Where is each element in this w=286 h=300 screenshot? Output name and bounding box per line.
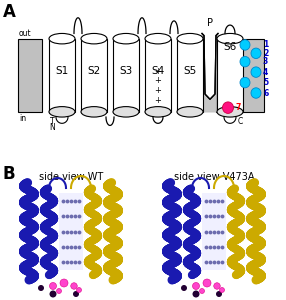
Circle shape	[200, 289, 204, 293]
Circle shape	[73, 291, 79, 297]
Text: 1: 1	[263, 40, 268, 50]
Bar	[217, 39, 243, 112]
Bar	[145, 39, 171, 112]
Circle shape	[192, 290, 200, 298]
Bar	[49, 39, 75, 112]
Ellipse shape	[145, 33, 171, 44]
Circle shape	[240, 77, 250, 88]
Bar	[177, 39, 203, 112]
Ellipse shape	[81, 106, 107, 117]
Ellipse shape	[113, 33, 139, 44]
Ellipse shape	[49, 33, 75, 44]
Text: B: B	[3, 165, 16, 183]
Ellipse shape	[81, 33, 107, 44]
Ellipse shape	[145, 106, 171, 117]
Text: side view V473A: side view V473A	[174, 172, 254, 182]
Circle shape	[71, 283, 77, 289]
Text: side view WT: side view WT	[39, 172, 103, 182]
Circle shape	[251, 88, 261, 98]
Bar	[81, 39, 107, 112]
Ellipse shape	[217, 33, 243, 44]
Text: S3: S3	[119, 66, 133, 76]
Text: N: N	[49, 123, 55, 132]
Bar	[202, 193, 226, 270]
Text: out: out	[19, 28, 32, 38]
Circle shape	[49, 290, 57, 298]
Text: P: P	[207, 18, 213, 28]
Polygon shape	[202, 33, 218, 112]
Text: 5: 5	[263, 78, 268, 87]
Ellipse shape	[49, 106, 75, 117]
Ellipse shape	[177, 33, 203, 44]
Text: 7: 7	[236, 103, 241, 112]
Bar	[18, 39, 42, 112]
Circle shape	[181, 285, 187, 291]
Text: T: T	[50, 117, 55, 126]
Circle shape	[219, 287, 225, 292]
Text: A: A	[3, 3, 16, 21]
Text: S1: S1	[55, 66, 69, 76]
Text: 6: 6	[263, 88, 268, 98]
Bar	[59, 193, 83, 270]
Circle shape	[57, 289, 61, 293]
Circle shape	[49, 283, 57, 290]
Text: S6: S6	[223, 42, 237, 52]
Circle shape	[192, 283, 200, 290]
Text: 3: 3	[263, 57, 268, 66]
Text: S5: S5	[183, 66, 197, 76]
Circle shape	[216, 291, 222, 297]
Circle shape	[76, 287, 82, 292]
Circle shape	[251, 48, 261, 58]
Bar	[113, 39, 139, 112]
Text: 4: 4	[263, 68, 268, 76]
Text: in: in	[19, 114, 26, 123]
Circle shape	[38, 285, 44, 291]
Bar	[216, 39, 264, 112]
Text: C: C	[238, 117, 243, 126]
Circle shape	[223, 102, 233, 113]
Circle shape	[203, 279, 211, 287]
Text: 2: 2	[263, 49, 268, 58]
Circle shape	[214, 283, 220, 289]
Circle shape	[240, 56, 250, 67]
Ellipse shape	[113, 106, 139, 117]
Ellipse shape	[217, 106, 243, 117]
Circle shape	[251, 67, 261, 77]
Circle shape	[240, 40, 250, 50]
Circle shape	[60, 279, 68, 287]
Text: +
+
+
+: + + + +	[154, 67, 161, 105]
Text: S2: S2	[88, 66, 101, 76]
Text: S4: S4	[151, 66, 165, 76]
Ellipse shape	[177, 106, 203, 117]
